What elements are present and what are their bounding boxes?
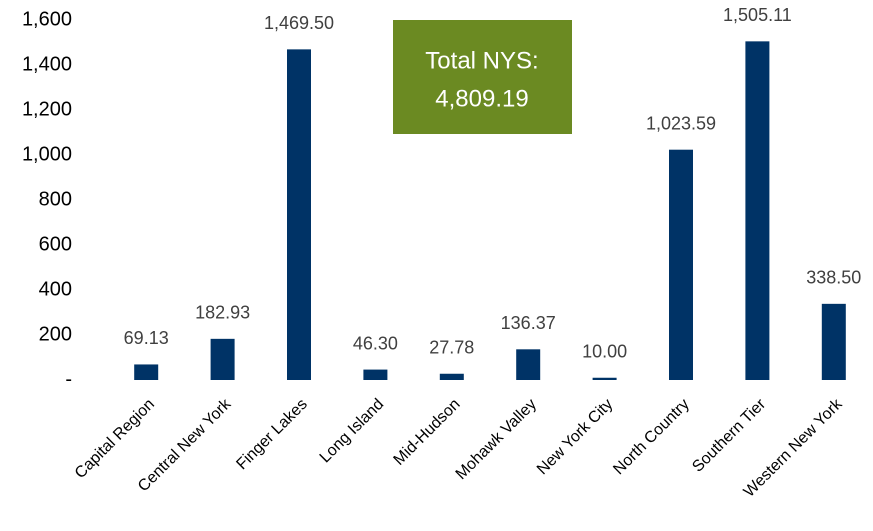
x-tick-label: Mid-Hudson [391,396,464,469]
x-tick-label: Southern Tier [689,395,769,475]
y-tick-label: 1,200 [22,98,72,120]
y-tick-label: 1,000 [22,143,72,165]
value-label: 136.37 [501,313,556,333]
x-tick-label: Finger Lakes [233,396,310,473]
value-label: 46.30 [353,333,398,353]
y-tick-label: 800 [39,188,72,210]
value-label: 69.13 [124,328,169,348]
bar [134,364,159,380]
annotation-text: Total NYS: [425,47,538,74]
value-label: 1,469.50 [264,13,334,33]
x-tick-label: New York City [534,396,616,478]
bar [516,349,541,380]
annotation-box [393,20,572,134]
x-tick-label: North Country [610,396,692,478]
value-label: 27.78 [429,337,474,357]
bar [669,149,693,380]
x-tick-label: Long Island [317,396,388,467]
y-tick-label: 1,600 [22,8,72,30]
x-tick-label: Capital Region [72,396,158,482]
y-tick-label: 400 [39,278,72,300]
value-label: 182.93 [195,303,250,323]
annotation-text: 4,809.19 [435,85,528,112]
value-label: 10.00 [582,342,627,362]
y-tick-label: 600 [39,233,72,255]
bar [821,303,846,380]
bar [592,377,617,380]
bar [439,373,464,380]
bar [287,49,311,381]
y-tick-label: 1,400 [22,53,72,75]
x-tick-label: Mohawk Valley [453,396,540,483]
y-tick-label: - [65,368,72,390]
bar [210,338,235,380]
bar [745,41,770,380]
value-label: 1,023.59 [646,113,716,133]
value-label: 338.50 [806,268,861,288]
value-label: 1,505.11 [723,5,792,25]
bar [363,369,388,380]
y-tick-label: 200 [39,323,72,345]
